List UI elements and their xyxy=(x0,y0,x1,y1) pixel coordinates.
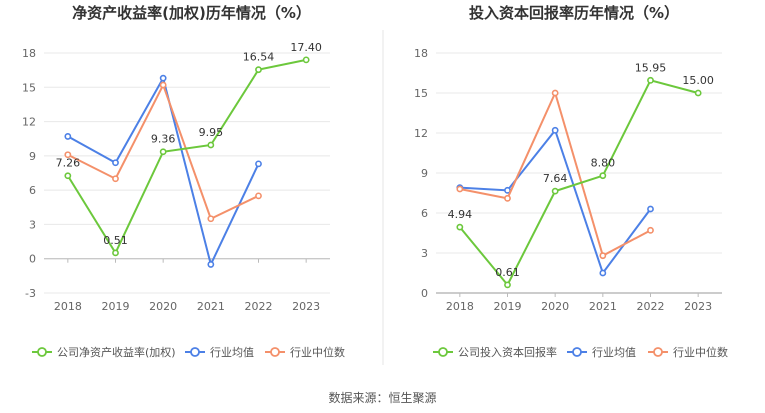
data-point-company xyxy=(207,141,215,149)
y-tick-label: 3 xyxy=(29,218,36,231)
data-point-company xyxy=(64,172,72,180)
data-label: 9.95 xyxy=(199,126,224,139)
data-label: 7.64 xyxy=(543,172,568,185)
legend-marker xyxy=(37,347,47,357)
data-point-median xyxy=(255,192,262,200)
y-tick-label: 12 xyxy=(414,127,428,140)
y-tick-label: 6 xyxy=(421,207,428,220)
y-tick-label: 6 xyxy=(29,184,36,197)
legend-marker xyxy=(438,347,448,357)
x-tick-label: 2018 xyxy=(54,300,82,313)
data-label: 17.40 xyxy=(290,41,322,54)
x-tick-label: 2020 xyxy=(149,300,177,313)
x-tick-label: 2023 xyxy=(292,300,320,313)
series-line-avg xyxy=(459,128,652,276)
data-point-avg xyxy=(551,126,559,134)
data-point-company xyxy=(456,223,464,231)
data-point-company xyxy=(551,187,559,195)
legend-item-company[interactable]: 公司净资产收益率(加权) xyxy=(32,345,176,359)
legend-label: 公司投入资本回报率 xyxy=(458,345,557,359)
y-tick-label: 18 xyxy=(22,47,36,60)
x-tick-label: 2021 xyxy=(589,300,617,313)
legend-item-avg[interactable]: 行业均值 xyxy=(185,346,254,359)
data-point-median xyxy=(456,185,464,193)
roic-chart: 18 15 12 9 6 3 0 2018 2019 2020 2021 2022 2023 4.94 0.… xyxy=(414,47,728,359)
data-point-median xyxy=(64,151,72,159)
legend-label: 行业均值 xyxy=(210,346,254,359)
data-label: 15.00 xyxy=(682,74,714,87)
y-tick-label: 0 xyxy=(421,287,428,300)
data-point-median xyxy=(207,215,215,223)
legend-item-median[interactable]: 行业中位数 xyxy=(648,345,728,359)
data-label: 7.26 xyxy=(56,157,81,170)
data-point-median xyxy=(159,81,167,89)
data-label: 9.36 xyxy=(151,133,176,146)
legend-marker xyxy=(653,347,663,357)
y-tick-label: 9 xyxy=(421,167,428,180)
data-point-avg xyxy=(207,261,215,268)
y-tick-label: 0 xyxy=(29,253,36,266)
x-tick-label: 2020 xyxy=(541,300,569,313)
data-point-avg xyxy=(647,205,654,213)
data-point-company xyxy=(504,281,511,289)
chart-title-roe: 净资产收益率(加权)历年情况（%） xyxy=(72,4,311,22)
data-point-company xyxy=(302,56,310,64)
x-tick-label: 2018 xyxy=(446,300,474,313)
data-point-company xyxy=(694,89,702,97)
y-tick-label: 15 xyxy=(22,81,36,94)
data-point-avg xyxy=(64,133,72,140)
data-label: 8.80 xyxy=(591,157,616,170)
x-tick-label: 2021 xyxy=(197,300,225,313)
x-tick-label: 2022 xyxy=(637,300,665,313)
legend-item-avg[interactable]: 行业均值 xyxy=(567,346,636,359)
data-point-avg xyxy=(599,269,607,277)
data-point-median xyxy=(647,226,654,234)
y-tick-label: -3 xyxy=(25,287,36,300)
data-label: 4.94 xyxy=(448,208,473,221)
chart-title-roic: 投入资本回报率历年情况（%） xyxy=(468,4,680,22)
data-label: 0.61 xyxy=(495,266,520,279)
legend-label: 行业中位数 xyxy=(290,345,345,359)
data-point-median xyxy=(551,89,559,97)
data-point-company xyxy=(255,66,262,74)
legend-marker xyxy=(190,347,200,357)
data-point-avg xyxy=(112,159,119,167)
series-line-company xyxy=(459,79,699,287)
legend-label: 公司净资产收益率(加权) xyxy=(57,345,176,359)
data-point-avg xyxy=(159,74,167,82)
data-point-median xyxy=(599,252,607,260)
x-tick-label: 2019 xyxy=(102,300,130,313)
data-source: 数据来源：恒生聚源 xyxy=(328,391,437,405)
data-point-median xyxy=(112,175,119,183)
x-tick-label: 2022 xyxy=(245,300,273,313)
legend-item-company[interactable]: 公司投入资本回报率 xyxy=(433,345,557,359)
data-point-company xyxy=(599,172,607,180)
data-label: 0.51 xyxy=(103,234,128,247)
legend-marker xyxy=(270,347,280,357)
y-tick-label: 15 xyxy=(414,87,428,100)
roe-chart: 18 15 12 9 6 3 0 -3 2018 2019 2020 2021 2022 2023 7.26… xyxy=(22,41,345,359)
data-point-company xyxy=(159,148,167,156)
data-point-company xyxy=(112,249,119,257)
x-tick-label: 2023 xyxy=(684,300,712,313)
y-tick-label: 12 xyxy=(22,116,36,129)
x-tick-label: 2019 xyxy=(494,300,522,313)
legend-marker xyxy=(572,347,582,357)
y-tick-label: 3 xyxy=(421,247,428,260)
y-tick-label: 18 xyxy=(414,47,428,60)
data-point-company xyxy=(647,76,654,84)
legend-label: 行业中位数 xyxy=(673,345,728,359)
data-point-avg xyxy=(255,160,262,168)
data-label: 15.95 xyxy=(635,61,667,74)
data-label: 16.54 xyxy=(243,51,275,64)
series-line-company xyxy=(66,58,307,255)
series-line-avg xyxy=(67,75,260,268)
legend-item-median[interactable]: 行业中位数 xyxy=(265,345,345,359)
data-point-median xyxy=(504,194,511,202)
y-tick-label: 9 xyxy=(29,150,36,163)
legend-label: 行业均值 xyxy=(592,346,636,359)
